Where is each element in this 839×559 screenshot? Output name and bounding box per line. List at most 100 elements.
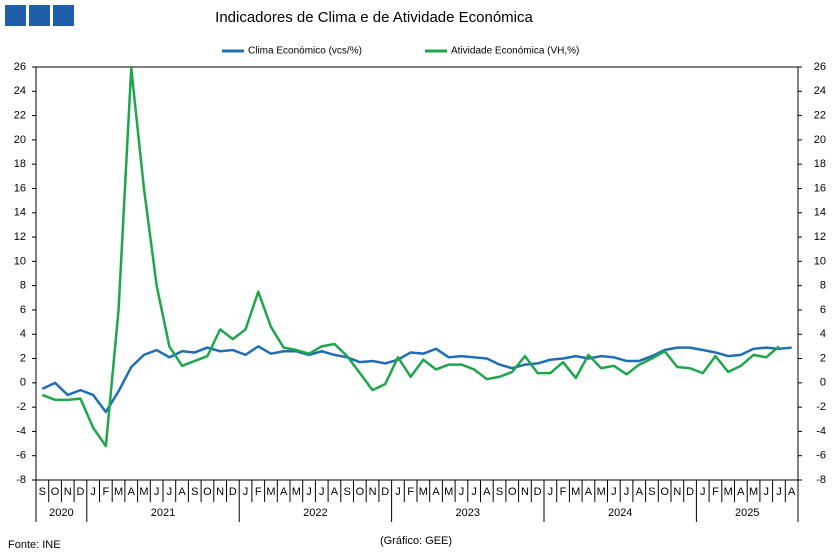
y2-tick-label: -4 (816, 425, 826, 437)
x-tick-label: D (381, 486, 389, 498)
x-tick-label: M (292, 486, 301, 498)
x-tick-label: F (560, 486, 567, 498)
y-tick-label: -4 (16, 425, 26, 437)
x-tick-label: J (319, 486, 325, 498)
x-tick-label: A (483, 486, 491, 498)
y-tick-label: 2 (20, 352, 26, 364)
y-tick-label: 12 (14, 231, 26, 243)
line-series (41, 66, 780, 448)
y2-tick-label: 16 (814, 182, 826, 194)
x-tick-label: M (724, 486, 733, 498)
year-label: 2023 (456, 507, 480, 519)
y2-tick-label: -6 (816, 450, 826, 462)
x-tick-label: J (306, 486, 312, 498)
credit: (Gráfico: GEE) (380, 535, 452, 547)
x-tick-label: O (660, 486, 669, 498)
x-tick-label: N (216, 486, 224, 498)
x-tick-label: J (471, 486, 477, 498)
x-tick-label: F (712, 486, 719, 498)
x-tick-label: M (266, 486, 275, 498)
y-tick-label: 4 (20, 328, 26, 340)
y-tick-label: -2 (16, 401, 26, 413)
x-tick-label: S (39, 486, 46, 498)
year-label: 2024 (608, 507, 632, 519)
year-label: 2020 (49, 507, 73, 519)
x-tick-label: F (255, 486, 262, 498)
x-tick-label: A (737, 486, 745, 498)
legend-label: Clima Económico (vcs/%) (248, 46, 362, 57)
x-tick-label: J (395, 486, 401, 498)
y-tick-label: 10 (14, 255, 26, 267)
x-tick-label: D (76, 486, 84, 498)
x-tick-label: A (331, 486, 339, 498)
x-tick-label: S (343, 486, 350, 498)
x-tick-label: M (571, 486, 580, 498)
y-tick-label: -6 (16, 450, 26, 462)
y-tick-label: 22 (14, 109, 26, 121)
logo-square (53, 5, 74, 26)
x-tick-label: M (419, 486, 428, 498)
x-tick-label: J (624, 486, 630, 498)
y-tick-label: 18 (14, 158, 26, 170)
year-label: 2021 (151, 507, 175, 519)
x-tick-label: A (128, 486, 136, 498)
x-tick-label: O (508, 486, 517, 498)
plot-frame (35, 66, 799, 481)
y-tick-label: 0 (20, 377, 26, 389)
y-tick-label: -8 (16, 474, 26, 486)
x-tick-label: A (178, 486, 186, 498)
y2-tick-label: 20 (814, 134, 826, 146)
y2-tick-label: 6 (820, 304, 826, 316)
y-tick-label: 20 (14, 134, 26, 146)
y-tick-label: 16 (14, 182, 26, 194)
x-tick-label: N (369, 486, 377, 498)
x-tick-label: D (534, 486, 542, 498)
x-tick-label: S (496, 486, 503, 498)
x-tick-label: O (51, 486, 60, 498)
logo-square (29, 5, 50, 26)
y2-tick-label: -2 (816, 401, 826, 413)
line-series (41, 345, 792, 414)
y2-tick-label: 22 (814, 109, 826, 121)
y2-tick-label: 14 (814, 207, 826, 219)
year-label: 2022 (303, 507, 327, 519)
x-tick-label: O (203, 486, 212, 498)
y2-tick-label: 26 (814, 61, 826, 73)
x-tick-label: M (749, 486, 758, 498)
x-tick-label: A (788, 486, 796, 498)
x-tick-label: N (673, 486, 681, 498)
y-tick-label: 14 (14, 207, 26, 219)
x-tick-label: J (167, 486, 173, 498)
x-tick-label: S (191, 486, 198, 498)
y-tick-label: 24 (14, 85, 26, 97)
legend-label: Atividade Económica (VH,%) (451, 46, 579, 57)
x-tick-label: O (356, 486, 365, 498)
chart-title: Indicadores de Clima e de Atividade Econ… (215, 9, 533, 26)
y2-tick-label: 8 (820, 280, 826, 292)
x-tick-label: J (776, 486, 782, 498)
y2-tick-label: 10 (814, 255, 826, 267)
y2-tick-label: 12 (814, 231, 826, 243)
x-tick-label: J (700, 486, 706, 498)
x-tick-label: J (459, 486, 465, 498)
x-tick-label: J (90, 486, 96, 498)
x-tick-label: A (432, 486, 440, 498)
y2-tick-label: 2 (820, 352, 826, 364)
x-tick-label: M (114, 486, 123, 498)
y-tick-label: 6 (20, 304, 26, 316)
x-tick-label: J (154, 486, 160, 498)
x-tick-label: J (611, 486, 617, 498)
x-tick-label: A (280, 486, 288, 498)
x-tick-label: J (548, 486, 554, 498)
x-tick-label: A (636, 486, 644, 498)
source: Fonte: INE (8, 539, 61, 551)
x-tick-label: J (243, 486, 249, 498)
x-tick-label: F (102, 486, 109, 498)
x-tick-label: D (686, 486, 694, 498)
x-tick-label: F (407, 486, 414, 498)
y2-tick-label: 18 (814, 158, 826, 170)
y2-tick-label: 0 (820, 377, 826, 389)
x-tick-label: M (139, 486, 148, 498)
logo-square (5, 5, 26, 26)
